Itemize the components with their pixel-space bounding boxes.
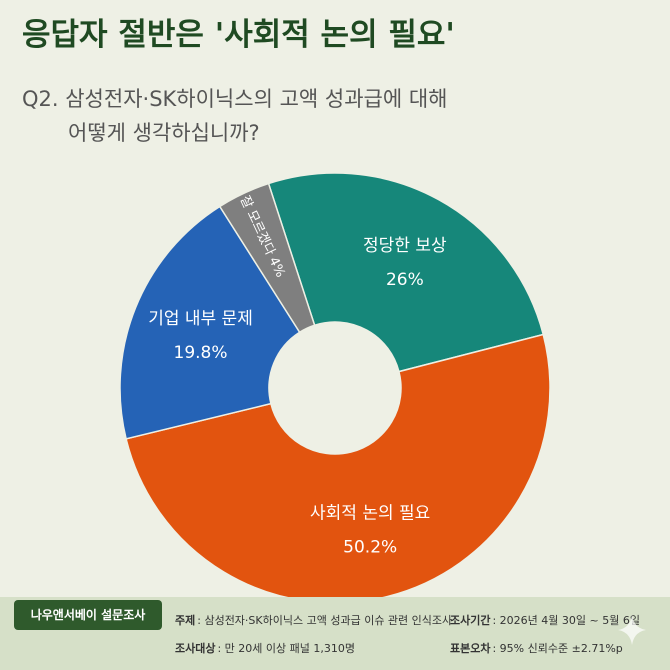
slice: [125, 333, 551, 604]
category-label: 사회적 논의 필요: [310, 504, 430, 524]
source-badge: [14, 600, 162, 630]
slice: [267, 172, 545, 373]
footer-item: 주제: 삼성전자·SK하이닉스 고액 성과급 이슈 관련 인식조사: [175, 613, 452, 627]
footer-text: : 95% 신뢰수준 ±2.71%p: [492, 642, 622, 655]
source: 나우앤서베이 설문조사: [31, 607, 146, 622]
slice: [218, 182, 316, 334]
category-label: 기업 내부 문제: [148, 309, 253, 329]
footer-label: 조사대상: [175, 641, 215, 655]
footer-text: : 2026년 4월 30일 ~ 5월 6일: [492, 613, 640, 627]
slice: [119, 205, 301, 440]
subtitle: 어떻게 생각하십니까?: [68, 121, 260, 145]
footer-label: 조사기간: [450, 613, 490, 627]
subtitle: Q2. 삼성전자·SK하이닉스의 고액 성과급에 대해: [22, 87, 447, 111]
footer-label: 표본오차: [450, 641, 491, 655]
sparkle-icon: [618, 615, 646, 645]
category-label: 정당한 보상: [363, 236, 447, 256]
value-label: 19.8%: [174, 343, 228, 363]
value-label: 50.2%: [343, 538, 397, 558]
chart-title: 응답자 절반은 '사회적 논의 필요': [22, 17, 455, 53]
footer-label: 주제: [175, 613, 195, 627]
footer-item: 조사대상: 만 20세 이상 패널 1,310명: [175, 641, 355, 655]
footer-item: 조사기간: 2026년 4월 30일 ~ 5월 6일: [450, 613, 640, 627]
footer-text: : 삼성전자·SK하이닉스 고액 성과급 이슈 관련 인식조사: [197, 613, 452, 627]
value-label: 26%: [386, 270, 424, 290]
footer-text: : 만 20세 이상 패널 1,310명: [217, 642, 355, 655]
footer-item: 표본오차: 95% 신뢰수준 ±2.71%p: [450, 641, 623, 655]
